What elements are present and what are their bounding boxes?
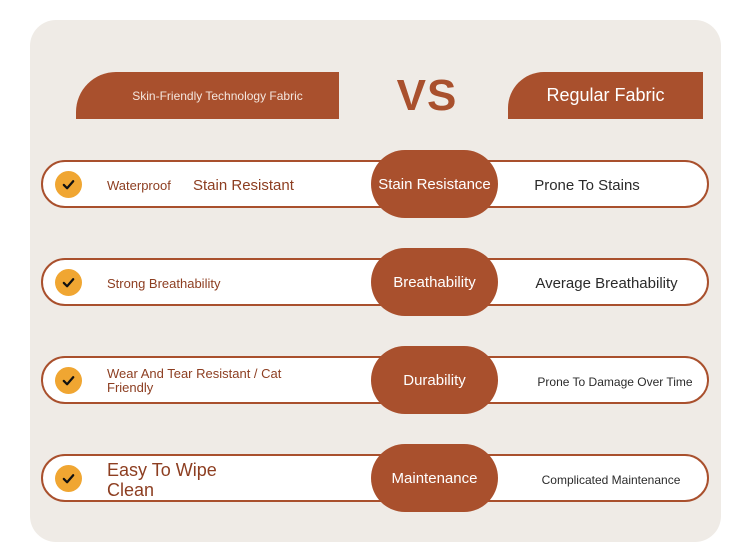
criterion-label: Stain Resistance [378,175,491,193]
criterion-label: Maintenance [391,469,478,487]
header-skin-friendly-fabric: Skin-Friendly Technology Fabric [76,72,339,119]
criterion-pill: Breathability [371,248,498,316]
criterion-pill: Maintenance [371,444,498,512]
criterion-pill: Durability [371,346,498,414]
criterion-label: Durability [403,371,466,389]
row-right-text: Prone To Damage Over Time [537,375,693,389]
criterion-pill: Stain Resistance [371,150,498,218]
header-left-label: Skin-Friendly Technology Fabric [132,88,303,103]
row-left-text: Strong Breathability [107,276,221,291]
header-right-label: Regular Fabric [546,85,665,105]
row-left-text: Easy To Wipe Clean [107,460,217,500]
check-icon [55,269,82,296]
criterion-label: Breathability [393,273,476,291]
row-right-text: Complicated Maintenance [541,473,681,487]
check-icon [55,171,82,198]
row-left-text: Wear And Tear Resistant / Cat Friendly [107,366,282,395]
check-icon [55,367,82,394]
row-left-text-b: Stain Resistant [193,177,294,194]
vs-label: VS [396,71,458,120]
row-left-text-a: Waterproof [107,178,171,193]
header-regular-fabric: Regular Fabric [508,72,703,119]
check-icon [55,465,82,492]
row-right-text: Prone To Stains [534,177,640,194]
row-right-text: Average Breathability [535,275,678,292]
